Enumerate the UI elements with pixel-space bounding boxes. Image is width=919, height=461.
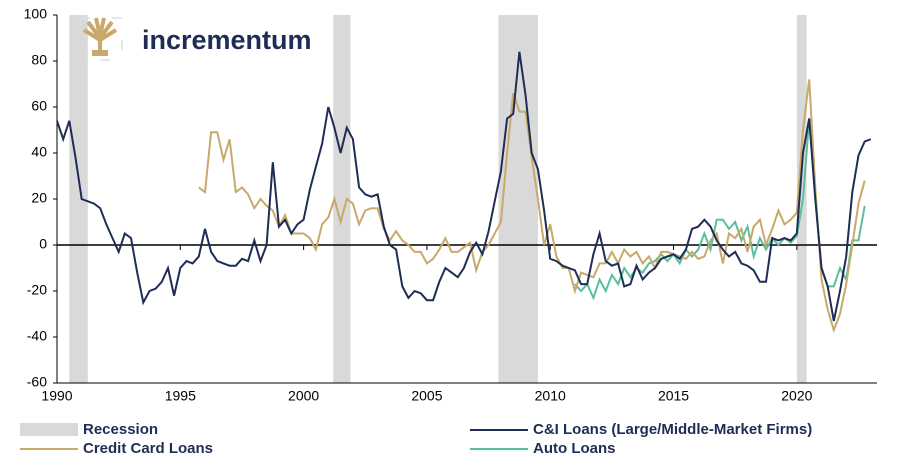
legend-label: C&I Loans (Large/Middle-Market Firms) [533,421,812,438]
y-tick-label: 40 [31,144,47,160]
x-tick-label: 2020 [781,388,812,404]
x-tick-label: 1995 [165,388,196,404]
x-tick-label: 1990 [41,388,72,404]
series-line [56,51,872,322]
y-tick-label: 80 [31,52,47,68]
plot: -60 -40 -20 0 20 40 60 80 100 1990 1995 2000 2005 201… [20,6,877,457]
legend-label: Credit Card Loans [83,440,213,457]
x-tick-label: 2000 [288,388,319,404]
recession-band [333,15,351,383]
x-tick-label: 2010 [535,388,566,404]
y-tick-label: 60 [31,98,47,114]
x-tick-label: 2015 [658,388,689,404]
recession-band [796,15,807,383]
legend-label: Auto Loans [533,440,616,457]
recession-band [498,15,538,383]
y-tick-label: 100 [24,6,48,22]
series-line [198,79,866,334]
y-tick-label: 0 [39,236,47,252]
y-tick-label: -60 [27,374,47,390]
legend-swatch [20,423,78,436]
y-tick-label: -40 [27,328,47,344]
y-tick-label: 20 [31,190,47,206]
logo-icon [79,17,123,61]
x-tick-label: 2005 [411,388,442,404]
logo-text: incrementum [142,25,312,55]
legend-label: Recession [83,421,158,438]
recession-band [69,15,88,383]
y-tick-label: -20 [27,282,47,298]
